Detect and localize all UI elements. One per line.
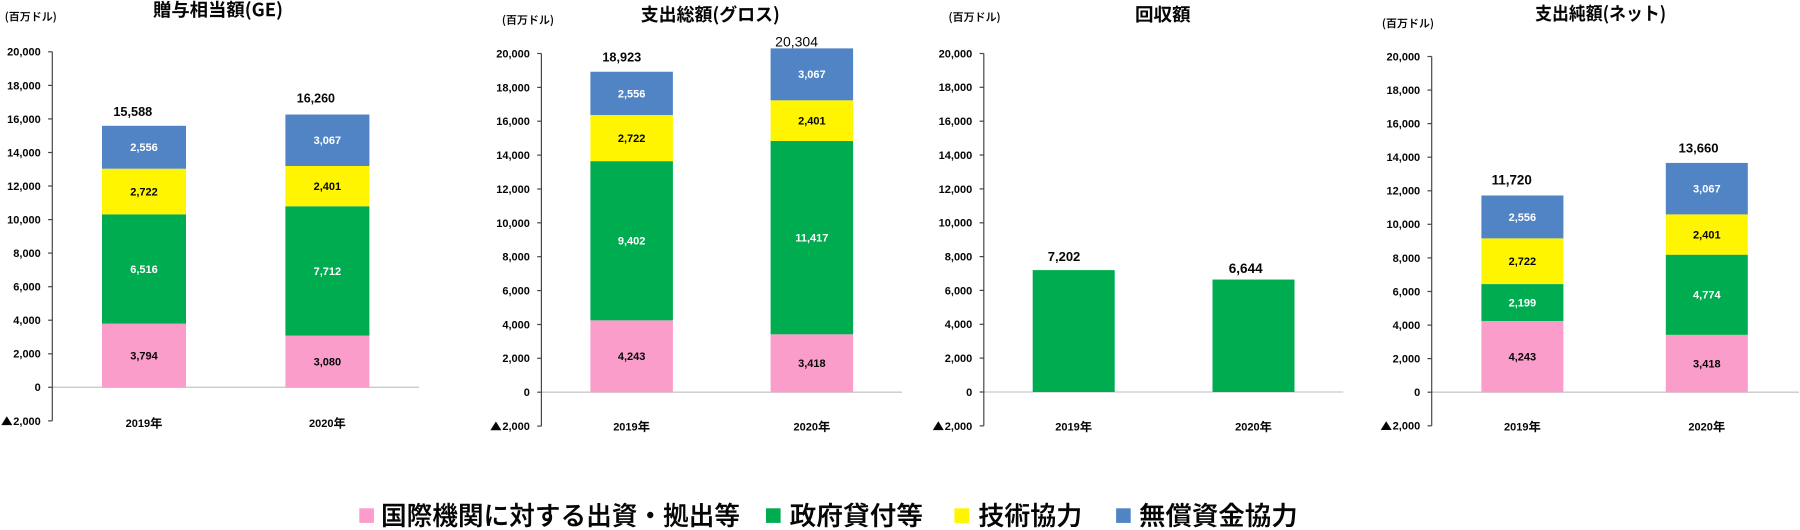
svg-text:2,722: 2,722	[618, 133, 646, 145]
svg-text:2,401: 2,401	[1693, 229, 1721, 241]
svg-text:0: 0	[35, 382, 41, 394]
svg-text:18,000: 18,000	[939, 82, 973, 94]
svg-text:14,000: 14,000	[496, 150, 530, 162]
svg-text:12,000: 12,000	[496, 184, 530, 196]
svg-text:18,000: 18,000	[496, 82, 530, 94]
svg-text:2,722: 2,722	[130, 186, 158, 198]
svg-text:2,199: 2,199	[1509, 297, 1537, 309]
svg-text:3,080: 3,080	[314, 356, 342, 368]
svg-text:6,516: 6,516	[130, 264, 158, 276]
svg-text:2,000: 2,000	[13, 349, 41, 361]
svg-text:14,000: 14,000	[939, 150, 973, 162]
svg-text:6,000: 6,000	[945, 285, 973, 297]
svg-text:2020: 2020	[1235, 422, 1259, 434]
svg-text:2019: 2019	[613, 421, 637, 433]
svg-text:3,067: 3,067	[798, 69, 826, 81]
svg-text:10,000: 10,000	[7, 215, 41, 227]
svg-text:3,067: 3,067	[1693, 184, 1721, 196]
svg-text:16,000: 16,000	[939, 116, 973, 128]
svg-text:2,000: 2,000	[502, 421, 530, 433]
svg-text:0: 0	[966, 387, 972, 399]
svg-text:15,588: 15,588	[113, 105, 152, 119]
svg-text:20,000: 20,000	[7, 47, 41, 59]
svg-text:4,243: 4,243	[1509, 352, 1537, 364]
svg-text:20,000: 20,000	[496, 48, 530, 60]
svg-text:3,067: 3,067	[314, 135, 342, 147]
svg-text:20,000: 20,000	[1387, 51, 1421, 63]
svg-text:2020: 2020	[794, 421, 818, 433]
svg-text:12,000: 12,000	[7, 181, 41, 193]
svg-text:4,774: 4,774	[1693, 290, 1721, 302]
svg-text:16,260: 16,260	[297, 91, 335, 105]
svg-text:4,000: 4,000	[1393, 320, 1421, 332]
svg-text:2,401: 2,401	[314, 181, 342, 193]
svg-text:10,000: 10,000	[939, 218, 973, 230]
svg-text:2019: 2019	[1055, 422, 1079, 434]
svg-text:2,000: 2,000	[1393, 421, 1421, 433]
svg-text:8,000: 8,000	[945, 252, 973, 264]
svg-text:4,243: 4,243	[618, 351, 646, 363]
svg-text:14,000: 14,000	[1387, 152, 1421, 164]
svg-text:3,794: 3,794	[130, 350, 158, 362]
svg-text:9,402: 9,402	[618, 236, 646, 248]
svg-text:2020: 2020	[309, 418, 333, 430]
svg-text:2,556: 2,556	[130, 142, 158, 154]
svg-text:10,000: 10,000	[496, 218, 530, 230]
svg-text:7,202: 7,202	[1048, 249, 1081, 264]
svg-text:6,000: 6,000	[1393, 286, 1421, 298]
svg-text:3,418: 3,418	[798, 358, 826, 370]
svg-text:6,000: 6,000	[13, 282, 41, 294]
svg-text:4,000: 4,000	[945, 319, 973, 331]
svg-text:0: 0	[524, 387, 530, 399]
svg-text:4,000: 4,000	[502, 319, 530, 331]
svg-text:11,720: 11,720	[1492, 172, 1532, 187]
svg-text:16,000: 16,000	[1387, 119, 1421, 131]
svg-text:8,000: 8,000	[502, 252, 530, 264]
svg-text:2019: 2019	[126, 418, 150, 430]
svg-text:16,000: 16,000	[7, 114, 41, 126]
svg-text:0: 0	[1414, 387, 1420, 399]
svg-text:12,000: 12,000	[1387, 186, 1421, 198]
svg-text:6,000: 6,000	[502, 286, 530, 298]
svg-text:20,000: 20,000	[939, 48, 973, 60]
svg-text:14,000: 14,000	[7, 147, 41, 159]
svg-text:11,417: 11,417	[795, 233, 828, 245]
svg-text:2,556: 2,556	[1509, 212, 1537, 224]
svg-text:12,000: 12,000	[939, 184, 973, 196]
svg-text:2,000: 2,000	[13, 416, 41, 428]
svg-text:4,000: 4,000	[13, 315, 41, 327]
svg-text:16,000: 16,000	[496, 116, 530, 128]
svg-text:7,712: 7,712	[314, 266, 342, 278]
svg-text:6,644: 6,644	[1229, 261, 1263, 276]
svg-text:3,418: 3,418	[1693, 358, 1721, 370]
svg-text:2020: 2020	[1688, 422, 1712, 434]
svg-text:2,000: 2,000	[502, 353, 530, 365]
svg-text:8,000: 8,000	[13, 248, 41, 260]
svg-text:2,722: 2,722	[1509, 256, 1537, 268]
svg-text:2,556: 2,556	[618, 88, 646, 100]
svg-text:2,000: 2,000	[945, 421, 973, 433]
svg-text:2019: 2019	[1504, 422, 1528, 434]
svg-text:8,000: 8,000	[1393, 253, 1421, 265]
svg-text:2,401: 2,401	[798, 116, 826, 128]
svg-text:20,304: 20,304	[775, 34, 818, 50]
svg-text:13,660: 13,660	[1679, 141, 1719, 156]
svg-text:2,000: 2,000	[1393, 354, 1421, 366]
svg-text:10,000: 10,000	[1387, 219, 1421, 231]
svg-text:2,000: 2,000	[945, 353, 973, 365]
svg-text:18,923: 18,923	[602, 51, 641, 65]
svg-text:18,000: 18,000	[1387, 85, 1421, 97]
svg-text:18,000: 18,000	[7, 80, 41, 92]
